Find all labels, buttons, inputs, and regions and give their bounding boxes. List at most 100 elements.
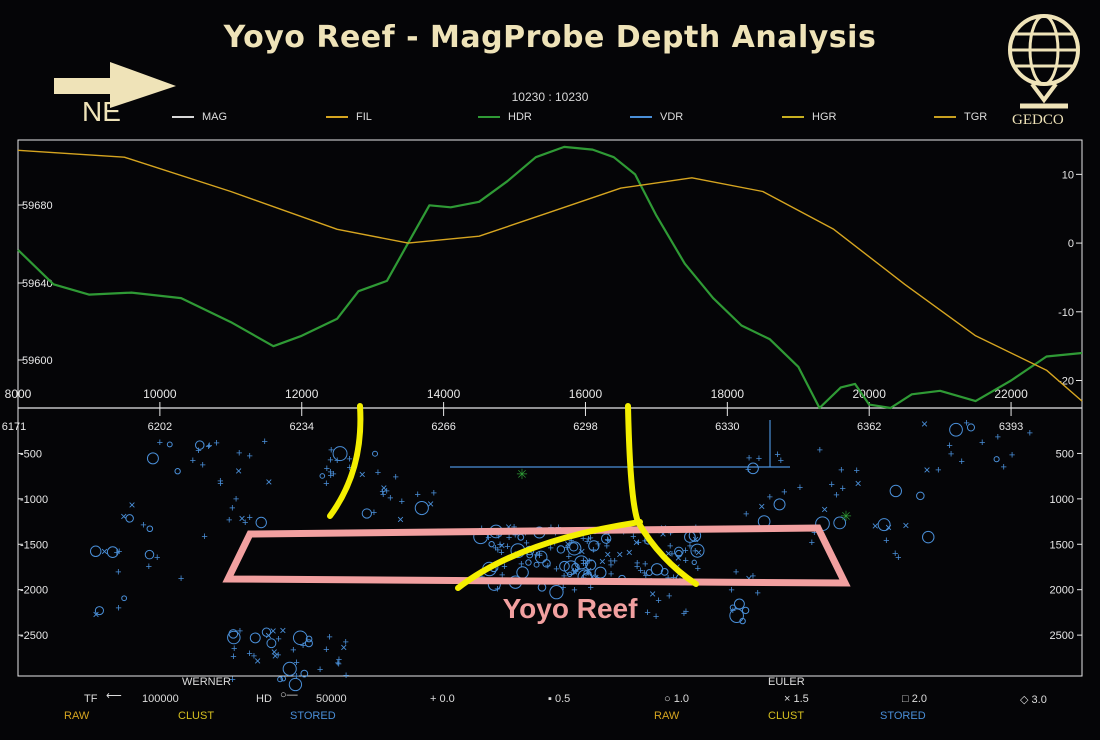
euler-cross: × [271, 645, 278, 659]
euler-solution [650, 563, 664, 576]
werner-solution: + [431, 488, 437, 500]
euler-solution [556, 545, 566, 554]
euler-cross: × [675, 551, 682, 565]
werner-solution: + [608, 555, 614, 567]
legend-item-fil: FIL [326, 111, 372, 123]
werner-solution: + [948, 449, 954, 461]
werner-solution: + [1009, 450, 1015, 462]
euler-solution [733, 598, 745, 610]
euler-solution [559, 560, 570, 572]
werner-solution: + [217, 478, 223, 490]
euler-solution [106, 546, 119, 559]
werner-solution: + [114, 547, 120, 559]
euler-solution [125, 514, 134, 523]
werner-solution: + [327, 467, 333, 479]
werner-solution: + [334, 455, 340, 467]
depth-label-right: 1500 [1050, 539, 1074, 551]
werner-solution: + [190, 455, 196, 467]
x-tick-label: 18000 [711, 387, 745, 401]
werner-solution: + [293, 657, 299, 669]
euler-cross: × [695, 546, 702, 560]
werner-solution: + [328, 444, 334, 456]
werner-solution: + [335, 658, 341, 670]
werner-solution: + [635, 537, 641, 549]
x-tick-label: 8000 [5, 387, 32, 401]
werner-solution: + [670, 572, 676, 584]
station-label: 6202 [148, 421, 172, 433]
werner-solution: + [237, 625, 243, 637]
hd-arrow-icon: ○— [280, 689, 298, 701]
euler-solution [89, 545, 102, 558]
werner-solution: + [797, 482, 803, 494]
werner-solution: + [829, 479, 835, 491]
werner-solution: + [584, 536, 590, 548]
euler-solution [739, 617, 746, 625]
werner-solution: + [755, 588, 761, 600]
euler-cross: × [397, 512, 404, 526]
legend-item-hdr: HDR [478, 111, 532, 123]
euler-solution [261, 627, 272, 637]
euler-cross: × [599, 555, 606, 569]
euler-solution [889, 484, 902, 498]
werner-solution: + [506, 532, 512, 544]
depth-label-left: -1000 [20, 494, 48, 506]
werner-solution: + [653, 611, 659, 623]
werner-solution: + [213, 438, 219, 450]
werner-solution: + [498, 547, 504, 559]
euler-solution [877, 518, 891, 532]
euler-cross: × [758, 500, 765, 514]
euler-solution [567, 541, 582, 556]
euler-solution [488, 540, 495, 548]
euler-cross: × [592, 570, 599, 584]
werner-solution: + [817, 445, 823, 457]
size-value: 0.0 [439, 693, 455, 705]
werner-solution: + [642, 535, 648, 547]
werner-solution: + [504, 541, 510, 553]
euler-solution [574, 555, 589, 570]
hd-value: 50000 [316, 693, 347, 705]
legend-label: HGR [812, 111, 837, 123]
depth-label-right: 2000 [1050, 585, 1074, 597]
legend-label: FIL [356, 111, 372, 123]
circle-icon: ○ [664, 693, 674, 705]
werner-solution: + [300, 640, 306, 652]
euler-solution [525, 559, 532, 566]
werner-solution: + [979, 437, 985, 449]
euler-solution [922, 530, 935, 544]
legend-item-mag: MAG [172, 111, 227, 123]
axis-ticks: 8000617110000620212000623414000626616000… [2, 169, 1082, 642]
werner-solution: + [683, 606, 689, 618]
werner-solution: + [140, 519, 146, 531]
size-value: 1.0 [673, 693, 689, 705]
werner-solution: + [644, 607, 650, 619]
euler-solution [675, 549, 683, 558]
raw-label: RAW [64, 710, 90, 722]
werner-solution: + [838, 465, 844, 477]
euler-label: EULER [768, 676, 805, 688]
werner-solution: + [501, 561, 507, 573]
x-tick-label: 20000 [853, 387, 887, 401]
werner-solution: + [630, 531, 636, 543]
station-label: 6362 [857, 421, 881, 433]
werner-solution: + [580, 558, 586, 570]
legend-item-hgr: HGR [782, 111, 836, 123]
cluster-star: ✳ [516, 466, 528, 482]
werner-solution: + [229, 674, 235, 686]
werner-solution: + [1001, 462, 1007, 474]
werner-solution: + [492, 542, 498, 554]
euler-cross: × [626, 545, 633, 559]
werner-solution: + [326, 631, 332, 643]
euler-cross: × [659, 527, 666, 541]
x-tick-label: 14000 [427, 387, 461, 401]
euler-cross: × [564, 537, 571, 551]
euler-solution [277, 676, 283, 683]
werner-solution: + [201, 531, 207, 543]
euler-solution [569, 542, 579, 552]
werner-solution: + [637, 565, 643, 577]
werner-solution: + [572, 566, 578, 578]
depth-label-left: -1500 [20, 539, 48, 551]
euler-solution [949, 422, 963, 437]
logo-text: GEDCO [1012, 112, 1064, 128]
square-icon: ▪ [548, 693, 555, 705]
